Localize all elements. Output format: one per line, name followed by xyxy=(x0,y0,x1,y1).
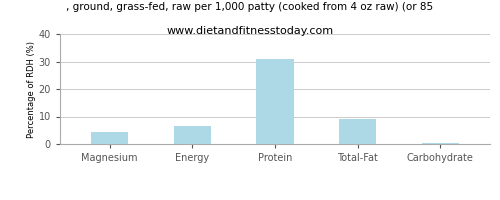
Text: , ground, grass-fed, raw per 1,000 patty (cooked from 4 oz raw) (or 85: , ground, grass-fed, raw per 1,000 patty… xyxy=(66,2,434,12)
Text: www.dietandfitnesstoday.com: www.dietandfitnesstoday.com xyxy=(166,26,334,36)
Y-axis label: Percentage of RDH (%): Percentage of RDH (%) xyxy=(27,40,36,138)
Bar xyxy=(91,132,128,144)
Bar xyxy=(339,119,376,144)
Bar xyxy=(256,59,294,144)
Bar xyxy=(422,143,459,144)
Bar xyxy=(174,126,211,144)
